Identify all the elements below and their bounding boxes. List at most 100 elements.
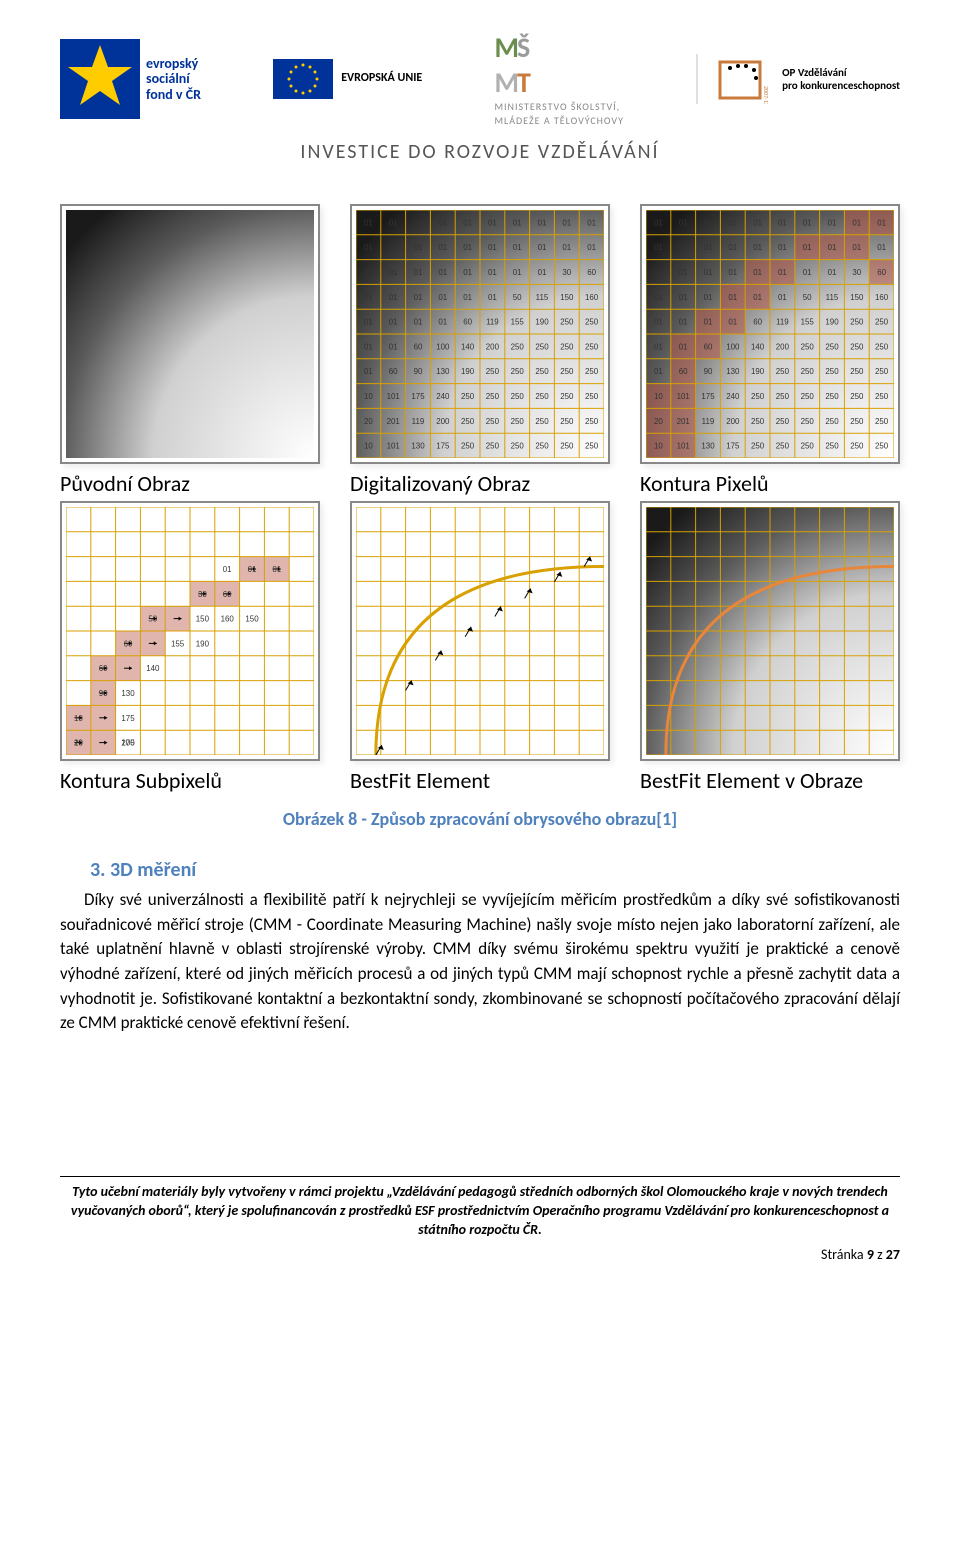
svg-text:01: 01 [753, 243, 762, 252]
svg-text:250: 250 [535, 342, 549, 351]
svg-text:01: 01 [562, 243, 571, 252]
svg-text:20: 20 [364, 417, 373, 426]
svg-text:250: 250 [535, 417, 549, 426]
svg-text:250: 250 [585, 442, 599, 451]
figure-8: Původní Obraz 01 01 01 01 01 01 01 01 01 01 01 01 01… [60, 204, 900, 830]
svg-text:250: 250 [560, 367, 574, 376]
svg-text:190: 190 [535, 318, 549, 327]
svg-text:90: 90 [414, 367, 423, 376]
svg-text:201: 201 [387, 417, 401, 426]
esf-star-icon [60, 39, 140, 119]
svg-text:200: 200 [776, 342, 790, 351]
svg-text:200: 200 [726, 417, 740, 426]
svg-text:250: 250 [801, 342, 815, 351]
svg-text:101: 101 [677, 392, 691, 401]
svg-text:30: 30 [562, 268, 571, 277]
svg-text:01: 01 [248, 565, 257, 574]
svg-text:01: 01 [364, 318, 373, 327]
panel-subpixel: 0101013060501501601506015519060140901301… [60, 501, 320, 761]
page-footer: Tyto učební materiály byly vytvořeny v r… [60, 1176, 900, 1265]
svg-text:250: 250 [511, 342, 525, 351]
svg-text:01: 01 [587, 243, 596, 252]
svg-text:01: 01 [654, 218, 663, 227]
svg-text:01: 01 [704, 268, 713, 277]
svg-text:50: 50 [148, 615, 157, 624]
svg-text:01: 01 [679, 268, 688, 277]
svg-text:140: 140 [146, 664, 160, 673]
logo-op: 2007-13 OP Vzdělávání pro konkurencescho… [696, 54, 900, 104]
logo-eu: EVROPSKÁ UNIE [273, 59, 422, 99]
svg-text:250: 250 [850, 367, 864, 376]
svg-text:01: 01 [488, 243, 497, 252]
svg-text:01: 01 [438, 268, 447, 277]
figure-panel: 0101010101010101010101010101010101010101… [350, 204, 610, 497]
msmt-mark-icon: MŠ MT [494, 30, 623, 100]
svg-text:250: 250 [511, 442, 525, 451]
svg-text:60: 60 [704, 342, 713, 351]
svg-text:01: 01 [488, 218, 497, 227]
svg-text:250: 250 [850, 417, 864, 426]
svg-text:155: 155 [801, 318, 815, 327]
svg-text:01: 01 [364, 268, 373, 277]
svg-text:60: 60 [877, 268, 886, 277]
esf-line-2: sociální [146, 71, 201, 86]
svg-text:01: 01 [803, 243, 812, 252]
eu-flag-icon [273, 59, 333, 99]
svg-text:01: 01 [389, 218, 398, 227]
svg-text:01: 01 [852, 218, 861, 227]
footer-text: Tyto učební materiály byly vytvořeny v r… [60, 1183, 900, 1240]
svg-text:01: 01 [877, 218, 886, 227]
svg-text:01: 01 [364, 293, 373, 302]
panel-caption: Kontura Pixelů [640, 470, 900, 497]
svg-text:01: 01 [852, 243, 861, 252]
svg-text:250: 250 [560, 392, 574, 401]
svg-text:10: 10 [74, 714, 83, 723]
svg-text:60: 60 [463, 318, 472, 327]
svg-text:01: 01 [654, 342, 663, 351]
svg-text:01: 01 [803, 268, 812, 277]
svg-text:01: 01 [654, 268, 663, 277]
svg-text:10: 10 [654, 442, 663, 451]
svg-text:60: 60 [389, 367, 398, 376]
panel-bestfit [350, 501, 610, 761]
svg-text:01: 01 [438, 218, 447, 227]
header-logo-row: evropský sociální fond v ČR E [60, 30, 900, 128]
panel-caption: Kontura Subpixelů [60, 767, 320, 794]
svg-text:250: 250 [751, 417, 765, 426]
page-number: Stránka 9 z 27 [60, 1246, 900, 1265]
op-line-2: pro konkurenceschopnost [782, 79, 900, 92]
esf-line-1: evropský [146, 56, 201, 71]
section-number: 3. [90, 858, 105, 882]
figure-panel: 0101010101010101010101010101010101010101… [640, 204, 900, 497]
svg-text:01: 01 [438, 293, 447, 302]
panel-caption: Původní Obraz [60, 470, 320, 497]
svg-text:119: 119 [486, 318, 499, 327]
svg-text:250: 250 [461, 417, 475, 426]
svg-text:01: 01 [877, 243, 886, 252]
panel-raw [60, 204, 320, 464]
svg-text:250: 250 [461, 442, 475, 451]
svg-text:250: 250 [776, 417, 790, 426]
svg-text:250: 250 [776, 442, 790, 451]
svg-text:01: 01 [704, 218, 713, 227]
svg-text:60: 60 [679, 367, 688, 376]
svg-text:01: 01 [704, 293, 713, 302]
svg-text:01: 01 [562, 218, 571, 227]
page-current: 9 [867, 1246, 874, 1263]
svg-text:250: 250 [751, 442, 765, 451]
svg-text:250: 250 [801, 367, 815, 376]
svg-text:250: 250 [560, 417, 574, 426]
svg-text:175: 175 [121, 714, 135, 723]
svg-text:250: 250 [585, 417, 599, 426]
svg-text:175: 175 [436, 442, 450, 451]
svg-text:01: 01 [389, 243, 398, 252]
svg-text:01: 01 [389, 293, 398, 302]
svg-text:01: 01 [654, 293, 663, 302]
svg-text:01: 01 [679, 318, 688, 327]
svg-text:01: 01 [828, 218, 837, 227]
svg-text:190: 190 [196, 639, 210, 648]
svg-text:250: 250 [486, 367, 500, 376]
page-label: Stránka [821, 1246, 864, 1263]
svg-text:01: 01 [728, 293, 737, 302]
svg-text:01: 01 [728, 268, 737, 277]
